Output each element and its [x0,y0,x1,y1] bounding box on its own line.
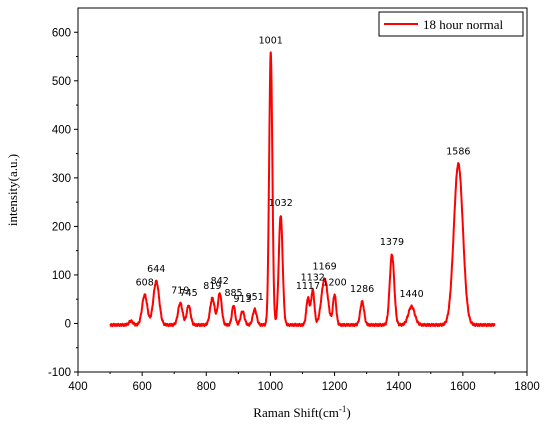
x-tick-label: 1000 [258,381,284,393]
series-line-0 [109,51,496,328]
peak-label-1001: 1001 [259,36,283,47]
peak-label-608: 608 [136,277,154,288]
peak-label-1032: 1032 [269,198,293,209]
x-tick-label: 400 [68,381,87,393]
y-axis-label: intensity(a.u.) [5,154,20,226]
peak-label-842: 842 [211,276,229,287]
peak-label-1169: 1169 [313,261,337,272]
x-axis-label: Raman Shift(cm-1) [253,404,350,420]
peak-label-745: 745 [180,288,198,299]
peak-label-885: 885 [224,288,242,299]
peak-label-819: 819 [203,281,221,292]
x-tick-label: 800 [197,381,216,393]
y-tick-label: 0 [65,318,71,330]
peak-label-1379: 1379 [380,237,404,248]
y-tick-label: -100 [48,367,71,379]
x-axis-label-main: Raman Shift(cm [253,405,339,420]
peak-label-1132: 1132 [301,273,325,284]
peak-label-1586: 1586 [446,146,470,157]
legend: 18 hour normal [378,11,524,37]
x-tick-label: 1200 [322,381,348,393]
x-tick-label: 1800 [514,381,540,393]
peak-label-951: 951 [246,292,264,303]
peak-label-1200: 1200 [322,277,346,288]
x-tick-label: 1600 [450,381,476,393]
peak-label-1286: 1286 [350,284,374,295]
peak-label-1117: 1117 [296,281,320,292]
peak-label-719: 719 [171,286,189,297]
x-tick-label: 1400 [386,381,412,393]
y-tick-label: 400 [52,124,71,136]
x-axis-label-sup: -1 [339,404,347,414]
legend-label: 18 hour normal [423,17,504,32]
y-tick-label: 200 [52,221,71,233]
peak-label-644: 644 [147,264,165,275]
y-tick-label: 100 [52,270,71,282]
peak-label-1440: 1440 [399,289,423,300]
y-tick-label: 600 [52,27,71,39]
x-axis-label-tail: ) [346,405,350,420]
x-tick-label: 600 [133,381,152,393]
plot-frame [77,7,528,373]
y-tick-label: 500 [52,76,71,88]
peak-label-913: 913 [233,294,251,305]
y-tick-label: 300 [52,173,71,185]
